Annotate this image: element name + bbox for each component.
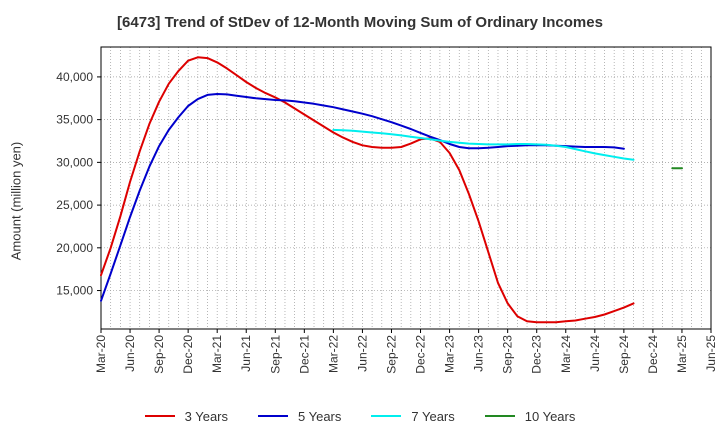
legend-label: 10 Years (524, 408, 576, 424)
y-tick-label: 15,000 (56, 284, 93, 298)
chart-title: [6473] Trend of StDev of 12-Month Moving… (117, 14, 603, 31)
y-tick-label: 30,000 (56, 155, 93, 169)
x-tick-label: Sep-23 (501, 335, 515, 374)
x-tick-label: Mar-23 (443, 335, 457, 373)
axis-ticks: 15,000 20,000 25,000 30,000 35,000 40,000 Mar-… (56, 70, 718, 374)
legend-item-5-years: 5 Years (258, 406, 341, 426)
x-tick-label: Mar-24 (559, 335, 573, 373)
y-tick-label: 35,000 (56, 113, 93, 127)
x-tick-label: Sep-22 (384, 335, 398, 374)
x-tick-label: Mar-22 (326, 335, 340, 373)
x-tick-label: Jun-25 (704, 335, 718, 372)
y-axis-label-text: Amount (million yen) (8, 141, 24, 261)
x-tick-label: Jun-21 (239, 335, 253, 372)
legend-swatch (258, 415, 288, 417)
x-tick-label: Dec-23 (530, 335, 544, 374)
legend: 3 Years 5 Years 7 Years 10 Years (0, 406, 720, 426)
x-tick-label: Jun-24 (588, 335, 602, 372)
plot-area-frame (100, 46, 712, 330)
x-tick-label: Jun-23 (472, 335, 486, 372)
x-tick-label: Mar-20 (94, 335, 108, 373)
legend-swatch (144, 415, 175, 417)
series-line-7-years (332, 128, 635, 161)
x-tick-label: Dec-24 (646, 335, 660, 374)
x-tick-label: Mar-25 (675, 335, 689, 373)
x-tick-label: Dec-20 (181, 335, 195, 374)
y-axis-label: Amount (million yen) (6, 142, 26, 261)
x-tick-label: Mar-21 (210, 335, 224, 373)
legend-label: 7 Years (411, 408, 455, 424)
legend-item-3-years: 3 Years (144, 406, 228, 426)
legend-item-10-years: 10 Years (484, 406, 576, 426)
x-tick-label: Sep-21 (268, 335, 282, 374)
y-tick-label: 40,000 (56, 70, 93, 84)
gridlines (101, 47, 711, 329)
x-tick-label: Dec-21 (297, 335, 311, 374)
y-tick-label: 20,000 (56, 241, 93, 255)
x-tick-label: Dec-22 (414, 335, 428, 374)
series-lines (100, 56, 683, 324)
y-tick-label: 25,000 (56, 198, 93, 212)
legend-swatch (371, 415, 402, 417)
legend-label: 5 Years (298, 408, 342, 424)
x-tick-label: Sep-20 (152, 335, 166, 374)
x-tick-label: Sep-24 (617, 335, 631, 374)
x-tick-label: Jun-20 (123, 335, 137, 372)
legend-item-7-years: 7 Years (371, 406, 455, 426)
legend-label: 3 Years (184, 408, 228, 424)
series-line-3-years (100, 56, 635, 324)
x-tick-label: Jun-22 (355, 335, 369, 372)
legend-swatch (484, 415, 515, 417)
